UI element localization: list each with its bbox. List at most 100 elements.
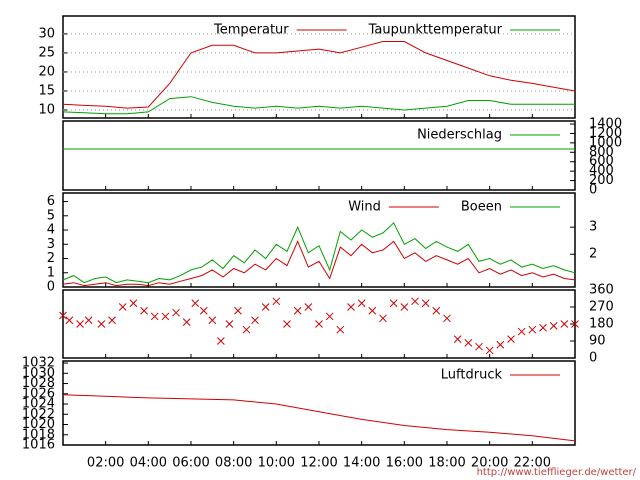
y-tick-label: 30 [38,26,55,41]
point [496,340,505,349]
x-tick-label: 08:00 [215,456,252,471]
point [389,299,398,308]
point [293,306,302,315]
point [517,327,526,336]
point [234,306,242,315]
legend-label: Wind [348,200,381,215]
y2-tick-label: 360 [589,283,614,298]
x-tick-label: 12:00 [300,456,337,471]
y-tick-label: 1032 [22,356,55,371]
y-tick-label: 3 [47,237,55,252]
point [347,303,355,311]
point [528,325,537,334]
point [336,325,345,334]
series-line [62,222,576,284]
x-tick-label: 06:00 [172,456,209,471]
point [261,303,270,311]
point [150,312,159,321]
y2-tick-label: 0 [589,351,597,366]
point [315,320,323,328]
point [485,346,494,355]
y2-tick-label: 600 [589,154,614,169]
point [225,320,234,328]
x-tick-label: 14:00 [343,456,380,471]
y-tick-label: 6 [47,194,55,209]
source: http://www.tiefflieger.de/wetter/ [477,467,637,478]
y-tick-label: 1020 [22,417,55,432]
point [118,303,127,311]
y-tick-label: 10 [38,103,55,118]
legend-label: Boeen [461,200,502,215]
legend-label: Luftdruck [441,368,503,383]
point [325,312,334,321]
x-tick-label: 04:00 [130,456,167,471]
x-tick-label: 02:00 [87,456,124,471]
point [368,306,377,315]
x-tick-label: 16:00 [386,456,423,471]
point [217,337,225,345]
y-tick-label: 0 [47,280,55,295]
point [251,316,259,325]
point [140,306,148,315]
series-line [62,394,576,442]
point [108,316,116,325]
y-tick-label: 1018 [22,427,55,442]
point [443,314,451,323]
y2-tick-label: 90 [589,334,606,349]
point [65,316,74,325]
y-tick-label: 1022 [22,407,55,422]
y-tick-label: 20 [38,64,55,79]
y-tick-label: 1016 [22,438,55,453]
y-tick-label: 15 [38,83,55,98]
y2-tick-label: 1200 [589,126,622,141]
y-tick-label: 1 [47,265,55,280]
point [76,320,84,328]
series-line [62,96,575,115]
point [208,316,217,325]
point [379,314,387,323]
y-tick-label: 2 [47,251,55,266]
y-tick-label: 5 [47,208,55,223]
point [182,318,191,326]
point [129,299,138,308]
point [400,303,409,311]
y2-tick-label: 0 [589,183,597,198]
point [475,342,483,351]
y2-tick-label: 2 [589,247,597,262]
x-tick-label: 20:00 [471,456,508,471]
x-tick-label: 18:00 [428,456,465,471]
point [453,335,462,343]
point [571,320,579,328]
legend-label: Taupunkttemperatur [368,23,503,38]
point [97,320,106,328]
point [539,323,547,332]
point [507,335,515,343]
point [283,320,291,328]
y2-tick-label: 1000 [589,135,622,150]
point [272,297,281,306]
y-tick-label: 4 [47,223,55,238]
y2-tick-label: 800 [589,145,614,160]
point [84,316,93,325]
y2-tick-label: 270 [589,300,614,315]
x-tick-label: 22:00 [514,456,551,471]
point [432,306,441,315]
point [411,297,419,306]
series-line [62,41,576,109]
legend-label: Temperatur [213,23,289,38]
x-tick-label: 10:00 [258,456,295,471]
point [549,322,558,330]
y-tick-label: 1024 [22,397,55,412]
y2-tick-label: 180 [589,317,614,332]
point [161,312,170,321]
point [199,306,208,315]
y-tick-label: 1030 [22,366,55,381]
y-tick-label: 25 [38,45,55,60]
point [172,308,180,317]
y2-tick-label: 1400 [589,117,622,132]
point [560,320,569,328]
point [464,339,473,347]
point [304,303,313,311]
